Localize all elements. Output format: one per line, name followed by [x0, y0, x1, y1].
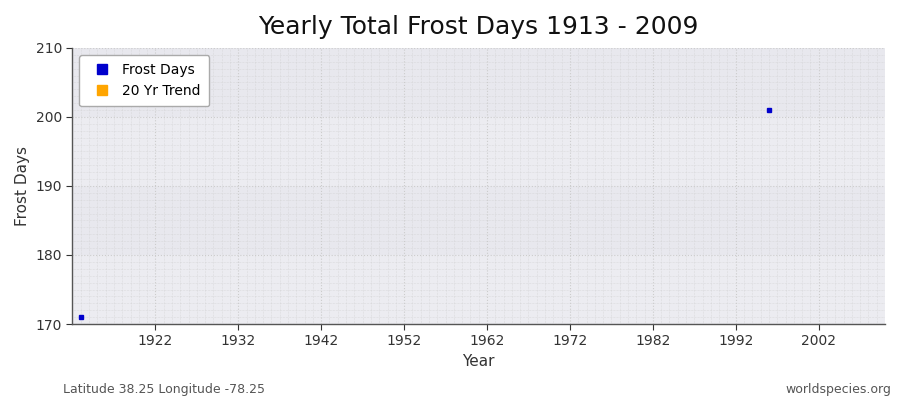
Text: Latitude 38.25 Longitude -78.25: Latitude 38.25 Longitude -78.25: [63, 383, 265, 396]
Legend: Frost Days, 20 Yr Trend: Frost Days, 20 Yr Trend: [79, 55, 210, 106]
X-axis label: Year: Year: [463, 354, 495, 369]
Y-axis label: Frost Days: Frost Days: [15, 146, 30, 226]
Text: worldspecies.org: worldspecies.org: [785, 383, 891, 396]
Bar: [73, 117, 885, 186]
Title: Yearly Total Frost Days 1913 - 2009: Yearly Total Frost Days 1913 - 2009: [258, 15, 699, 39]
Bar: [73, 255, 885, 324]
